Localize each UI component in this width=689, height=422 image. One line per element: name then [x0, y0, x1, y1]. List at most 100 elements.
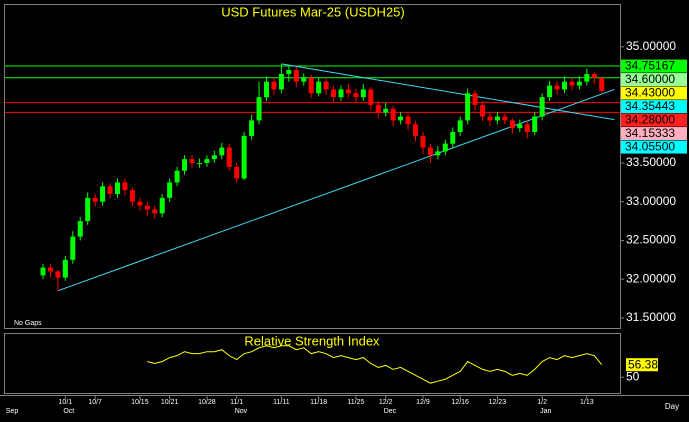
chart-title: USD Futures Mar-25 (USDH25): [221, 4, 405, 19]
candle-body: [271, 81, 277, 90]
candle-body: [159, 197, 165, 214]
month-label: Nov: [235, 408, 248, 415]
candle-body: [70, 236, 76, 260]
rsi-panel: [4, 333, 621, 394]
candle-body: [509, 120, 515, 129]
y-tick-label: 32.00000: [626, 271, 676, 285]
x-tick-label: 12/16: [451, 399, 469, 406]
candle-body: [144, 205, 150, 210]
price-label-box: [621, 127, 687, 141]
candle-body: [152, 209, 158, 214]
candle-body: [129, 190, 135, 202]
candle-body: [211, 155, 217, 160]
candle-body: [189, 159, 195, 164]
price-label-box: [621, 100, 687, 114]
y-tick-label: 31.50000: [626, 310, 676, 324]
candle-body: [174, 170, 180, 183]
candle-body: [107, 186, 113, 194]
candle-body: [182, 159, 188, 171]
price-label: 34.28000: [625, 113, 675, 127]
candle-body: [360, 89, 366, 98]
month-label: Jan: [540, 408, 551, 415]
candle-body: [249, 120, 255, 136]
candle-body: [234, 166, 240, 179]
candle-body: [286, 70, 292, 74]
candle-body: [256, 97, 262, 121]
candle-body: [413, 124, 418, 136]
candle-body: [532, 116, 538, 133]
candle-body: [62, 259, 68, 278]
candle-body: [591, 73, 597, 78]
candle-body: [301, 77, 307, 82]
candle-body: [480, 104, 486, 117]
candle-body: [204, 159, 210, 164]
candle-body: [457, 120, 463, 133]
candle-body: [383, 108, 389, 113]
price-label: 34.43000: [625, 86, 675, 100]
candle-body: [47, 267, 53, 272]
candle-body: [331, 89, 337, 98]
candle-body: [196, 163, 202, 165]
month-label: Sep: [6, 408, 19, 415]
candle-body: [420, 135, 426, 148]
price-label: 34.05500: [625, 140, 675, 154]
candle-body: [576, 81, 582, 86]
candle-body: [122, 182, 128, 191]
x-tick-label: 11/18: [310, 399, 327, 406]
price-label: 34.35443: [625, 99, 675, 113]
x-tick-label: 10/1: [59, 399, 73, 406]
candle-body: [435, 151, 441, 156]
price-label-box: [621, 59, 687, 73]
candle-body: [368, 89, 374, 105]
candle-body: [345, 89, 351, 94]
price-label: 34.15333: [625, 126, 675, 140]
candle-body: [569, 81, 575, 86]
x-tick-label: 12/9: [416, 399, 430, 406]
candle-body: [92, 197, 98, 202]
candle-body: [100, 186, 106, 202]
candle-body: [442, 143, 448, 152]
candle-body: [517, 124, 523, 129]
rsi-value-box: [626, 358, 658, 372]
x-tick-label: 10/28: [198, 399, 216, 406]
candle-body: [219, 147, 225, 156]
rsi-value-label: 56.38: [628, 357, 658, 371]
price-label-box: [621, 140, 687, 154]
candle-body: [226, 147, 232, 167]
candle-body: [241, 135, 247, 179]
candle-body: [502, 116, 508, 121]
candle-body: [338, 89, 344, 98]
candle-body: [547, 85, 553, 98]
candle-body: [494, 116, 500, 121]
x-tick-label: 10/7: [88, 399, 102, 406]
candle-body: [472, 93, 478, 105]
x-tick-label: 10/21: [161, 399, 179, 406]
candle-body: [450, 132, 456, 144]
candle-body: [554, 85, 560, 90]
price-panel: [4, 4, 621, 329]
candle-body: [398, 116, 404, 121]
x-axis-label: Day: [665, 402, 679, 411]
candle-body: [323, 81, 329, 90]
candle-body: [137, 201, 143, 206]
candle-body: [599, 77, 605, 91]
candle-body: [77, 221, 83, 237]
candle-body: [85, 197, 91, 222]
x-tick-label: 11/1: [230, 399, 243, 406]
y-tick-label: 32.50000: [626, 233, 676, 247]
y-tick-label: 35.00000: [626, 39, 676, 53]
y-tick-label: 33.00000: [626, 194, 676, 208]
candle-body: [539, 97, 545, 117]
candle-body: [562, 81, 567, 90]
candle-body: [405, 116, 411, 125]
candle-body: [278, 73, 284, 90]
rsi-tick-label: 50: [626, 369, 640, 383]
price-label-box: [621, 73, 687, 87]
x-tick-label: 1/2: [537, 399, 547, 406]
candle-body: [375, 104, 381, 113]
candle-body: [390, 108, 396, 121]
candle-body: [584, 73, 590, 82]
candle-body: [524, 124, 530, 133]
candle-body: [264, 81, 269, 98]
